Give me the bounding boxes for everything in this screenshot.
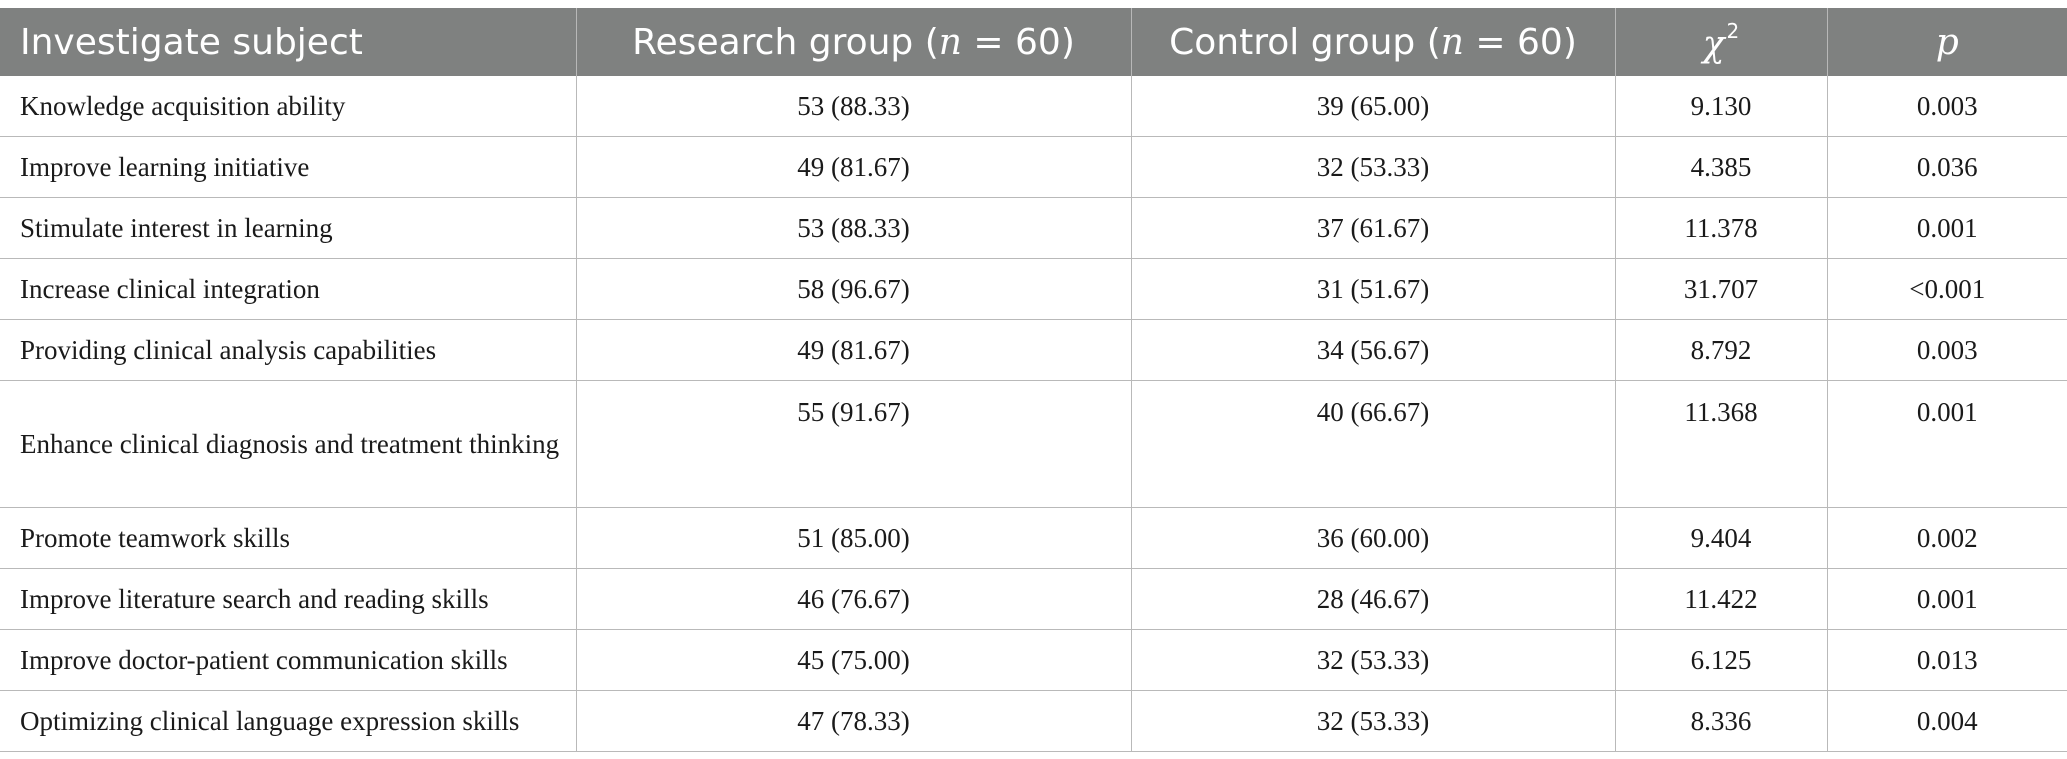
cell-chi-square: 6.125 bbox=[1615, 629, 1828, 691]
cell-research: 53 (88.33) bbox=[576, 197, 1132, 259]
cell-control: 32 (53.33) bbox=[1131, 690, 1616, 752]
header-chi-superscript: 2 bbox=[1726, 19, 1740, 43]
header-p-symbol: p bbox=[1935, 21, 1959, 63]
cell-subject: Improve learning initiative bbox=[0, 136, 577, 198]
cell-chi-square: 4.385 bbox=[1615, 136, 1828, 198]
table-row: Improve doctor-patient communication ski… bbox=[0, 629, 2067, 691]
header-control-group: Control group (n = 60) bbox=[1131, 8, 1616, 76]
cell-subject: Providing clinical analysis capabilities bbox=[0, 319, 577, 381]
table-row: Increase clinical integration 58 (96.67)… bbox=[0, 258, 2067, 320]
cell-p-value: 0.003 bbox=[1827, 76, 2067, 137]
cell-control: 39 (65.00) bbox=[1131, 76, 1616, 137]
cell-chi-square: 11.378 bbox=[1615, 197, 1828, 259]
cell-subject: Improve literature search and reading sk… bbox=[0, 568, 577, 630]
cell-research: 47 (78.33) bbox=[576, 690, 1132, 752]
header-investigate-subject: Investigate subject bbox=[0, 8, 577, 76]
cell-control: 36 (60.00) bbox=[1131, 507, 1616, 569]
cell-subject: Stimulate interest in learning bbox=[0, 197, 577, 259]
header-research-suffix: = 60) bbox=[961, 21, 1075, 63]
cell-p-value: 0.002 bbox=[1827, 507, 2067, 569]
table-row: Improve literature search and reading sk… bbox=[0, 568, 2067, 630]
cell-subject: Optimizing clinical language expression … bbox=[0, 690, 577, 752]
cell-chi-square: 9.404 bbox=[1615, 507, 1828, 569]
cell-research: 55 (91.67) bbox=[576, 380, 1132, 508]
cell-subject: Improve doctor-patient communication ski… bbox=[0, 629, 577, 691]
cell-p-value: <0.001 bbox=[1827, 258, 2067, 320]
cell-p-value: 0.001 bbox=[1827, 197, 2067, 259]
cell-p-value: 0.004 bbox=[1827, 690, 2067, 752]
cell-control: 32 (53.33) bbox=[1131, 629, 1616, 691]
cell-chi-square: 8.792 bbox=[1615, 319, 1828, 381]
header-research-n: n bbox=[938, 21, 962, 63]
table-row: Enhance clinical diagnosis and treatment… bbox=[0, 380, 2067, 508]
header-p-value: p bbox=[1827, 8, 2067, 76]
cell-chi-square: 8.336 bbox=[1615, 690, 1828, 752]
header-control-n: n bbox=[1440, 21, 1464, 63]
cell-control: 37 (61.67) bbox=[1131, 197, 1616, 259]
cell-chi-square: 11.368 bbox=[1615, 380, 1828, 508]
cell-chi-square: 11.422 bbox=[1615, 568, 1828, 630]
cell-research: 46 (76.67) bbox=[576, 568, 1132, 630]
cell-control: 34 (56.67) bbox=[1131, 319, 1616, 381]
cell-research: 49 (81.67) bbox=[576, 136, 1132, 198]
cell-subject: Increase clinical integration bbox=[0, 258, 577, 320]
cell-p-value: 0.036 bbox=[1827, 136, 2067, 198]
cell-p-value: 0.003 bbox=[1827, 319, 2067, 381]
table-row: Providing clinical analysis capabilities… bbox=[0, 319, 2067, 381]
header-research-prefix: Research group ( bbox=[632, 21, 939, 63]
cell-chi-square: 9.130 bbox=[1615, 76, 1828, 137]
table-row: Optimizing clinical language expression … bbox=[0, 690, 2067, 752]
header-control-prefix: Control group ( bbox=[1169, 21, 1441, 63]
cell-subject: Enhance clinical diagnosis and treatment… bbox=[0, 380, 577, 508]
cell-control: 40 (66.67) bbox=[1131, 380, 1616, 508]
cell-subject: Promote teamwork skills bbox=[0, 507, 577, 569]
cell-research: 53 (88.33) bbox=[576, 76, 1132, 137]
cell-research: 49 (81.67) bbox=[576, 319, 1132, 381]
table-row: Stimulate interest in learning 53 (88.33… bbox=[0, 197, 2067, 259]
cell-research: 58 (96.67) bbox=[576, 258, 1132, 320]
cell-control: 32 (53.33) bbox=[1131, 136, 1616, 198]
cell-research: 51 (85.00) bbox=[576, 507, 1132, 569]
header-chi-symbol: χ bbox=[1702, 24, 1725, 65]
results-table: Investigate subject Research group (n = … bbox=[0, 8, 2067, 752]
header-research-group: Research group (n = 60) bbox=[576, 8, 1132, 76]
cell-p-value: 0.001 bbox=[1827, 568, 2067, 630]
cell-subject: Knowledge acquisition ability bbox=[0, 76, 577, 137]
table-row: Improve learning initiative 49 (81.67) 3… bbox=[0, 136, 2067, 198]
header-row: Investigate subject Research group (n = … bbox=[0, 8, 2067, 76]
cell-chi-square: 31.707 bbox=[1615, 258, 1828, 320]
cell-control: 28 (46.67) bbox=[1131, 568, 1616, 630]
cell-p-value: 0.001 bbox=[1827, 380, 2067, 508]
table-row: Knowledge acquisition ability 53 (88.33)… bbox=[0, 76, 2067, 137]
cell-control: 31 (51.67) bbox=[1131, 258, 1616, 320]
header-control-suffix: = 60) bbox=[1463, 21, 1577, 63]
table-row: Promote teamwork skills 51 (85.00) 36 (6… bbox=[0, 507, 2067, 569]
cell-p-value: 0.013 bbox=[1827, 629, 2067, 691]
cell-research: 45 (75.00) bbox=[576, 629, 1132, 691]
